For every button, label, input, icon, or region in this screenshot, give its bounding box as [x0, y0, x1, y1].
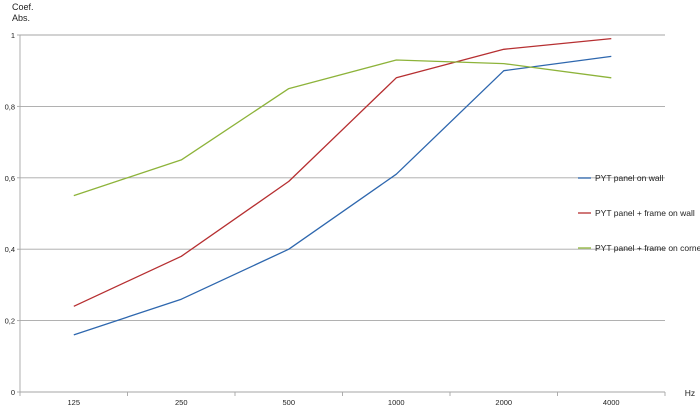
legend-label: PYT panel on wall [595, 173, 663, 183]
y-tick-label: 0,4 [5, 245, 15, 254]
gridlines [19, 34, 665, 393]
legend-label: PYT panel + frame on wall [595, 208, 695, 218]
y-tick-label: 0,2 [5, 317, 15, 326]
x-axis: 125 250 500 1000 2000 4000 [19, 392, 666, 407]
series-lines [73, 37, 612, 336]
x-axis-label: Hz [685, 388, 695, 398]
x-tick-label: 1000 [388, 398, 405, 407]
x-tick-label: 125 [67, 398, 80, 407]
series-line [73, 37, 612, 307]
y-tick-label: 1 [11, 31, 15, 40]
legend: PYT panel on wall PYT panel + frame on wa… [578, 173, 700, 253]
x-tick-label: 250 [175, 398, 188, 407]
y-tick-label: 0 [11, 388, 15, 397]
x-tick-label: 500 [282, 398, 295, 407]
y-axis-ticks: 0 0,2 0,4 0,6 0,8 1 [5, 31, 20, 397]
legend-label: PYT panel + frame on corner [595, 243, 700, 253]
series-line [73, 55, 612, 336]
y-tick-label: 0,8 [5, 102, 15, 111]
y-axis-label-line1: Coef. [12, 2, 34, 12]
y-axis-label-line2: Abs. [12, 13, 31, 23]
x-tick-label: 2000 [495, 398, 512, 407]
series-line [73, 59, 612, 197]
y-tick-label: 0,6 [5, 174, 15, 183]
x-tick-label: 4000 [603, 398, 620, 407]
